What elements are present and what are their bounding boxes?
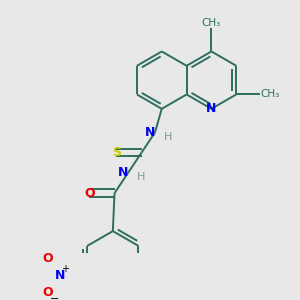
- Text: CH₃: CH₃: [260, 89, 279, 100]
- Text: N: N: [206, 102, 217, 115]
- Text: H: H: [136, 172, 145, 182]
- Text: −: −: [50, 294, 59, 300]
- Text: +: +: [61, 264, 69, 274]
- Text: S: S: [112, 146, 121, 159]
- Text: N: N: [118, 167, 128, 179]
- Text: N: N: [145, 126, 155, 139]
- Text: O: O: [42, 252, 53, 265]
- Text: CH₃: CH₃: [202, 18, 221, 28]
- Text: O: O: [42, 286, 53, 299]
- Text: H: H: [164, 132, 172, 142]
- Text: O: O: [84, 187, 94, 200]
- Text: N: N: [55, 269, 65, 282]
